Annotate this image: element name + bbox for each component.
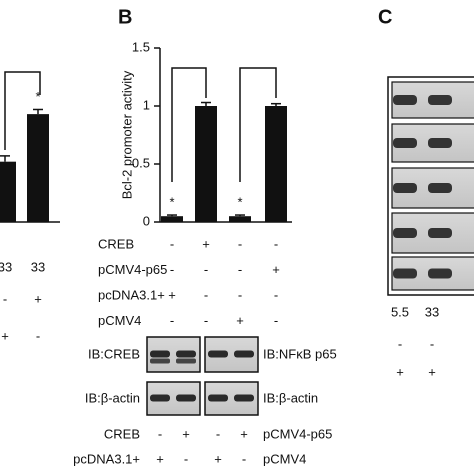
condition-sign: - <box>184 451 188 466</box>
panel-label: B <box>118 6 132 28</box>
y-axis-label: Bcl-2 promoter activity <box>119 70 134 199</box>
band <box>393 138 417 148</box>
condition-sign: + <box>240 426 248 441</box>
band <box>176 358 196 364</box>
condition-sign: - <box>274 236 278 251</box>
condition-sign: + <box>34 291 42 306</box>
y-tick-label: 0 <box>143 213 150 228</box>
condition-sign: + <box>272 262 280 277</box>
bar <box>0 161 16 222</box>
condition-sign: - <box>204 313 208 328</box>
condition-sign: + <box>214 451 222 466</box>
bar <box>195 106 217 222</box>
band <box>428 268 452 279</box>
blot-frame <box>387 76 474 296</box>
condition-sign: + <box>168 287 176 302</box>
condition-sign: - <box>204 262 208 277</box>
lane-value: 33 <box>425 304 439 319</box>
blot-label: IB:β-actin <box>85 390 140 405</box>
band <box>393 228 417 238</box>
condition-sign: - <box>238 262 242 277</box>
condition-sign: + <box>236 313 244 328</box>
condition-sign: - <box>274 313 278 328</box>
panel-label: C <box>378 6 392 28</box>
x-tick-label: 33 <box>31 259 45 274</box>
band <box>393 268 417 279</box>
band <box>208 350 228 358</box>
band <box>208 394 228 402</box>
bar <box>229 216 251 222</box>
condition-name: pCMV4 <box>263 451 306 466</box>
y-tick-label: 1.5 <box>132 39 150 54</box>
condition-sign: - <box>430 336 434 351</box>
bar <box>161 216 183 222</box>
condition-sign: - <box>3 291 7 306</box>
condition-sign: - <box>170 236 174 251</box>
band <box>428 183 452 193</box>
condition-name: pCMV4 <box>98 313 141 328</box>
condition-sign: + <box>202 236 210 251</box>
bar <box>27 114 49 222</box>
condition-sign: - <box>274 287 278 302</box>
band <box>176 394 196 402</box>
condition-sign: - <box>158 426 162 441</box>
band <box>234 394 254 402</box>
blot-layout <box>146 76 474 416</box>
significance-mark: * <box>237 194 242 209</box>
bracket <box>171 67 207 182</box>
band <box>150 350 170 358</box>
blot-label: IB:CREB <box>88 346 140 361</box>
condition-sign: + <box>1 328 9 343</box>
band <box>393 95 417 105</box>
band <box>393 183 417 193</box>
bar <box>265 106 287 222</box>
condition-sign: + <box>396 364 404 379</box>
band <box>428 228 452 238</box>
band <box>176 350 196 358</box>
condition-sign: - <box>242 451 246 466</box>
band <box>428 95 452 105</box>
condition-sign: - <box>36 328 40 343</box>
condition-sign: - <box>170 313 174 328</box>
condition-sign: - <box>238 287 242 302</box>
y-tick-label: 1 <box>143 97 150 112</box>
condition-sign: - <box>238 236 242 251</box>
bracket <box>4 71 41 150</box>
band <box>150 358 170 364</box>
condition-sign: + <box>156 451 164 466</box>
x-tick-label: 33 <box>0 259 12 274</box>
condition-name: pCMV4-p65 <box>263 426 332 441</box>
condition-sign: - <box>170 262 174 277</box>
significance-mark: * <box>169 194 174 209</box>
condition-sign: - <box>216 426 220 441</box>
condition-sign: + <box>182 426 190 441</box>
condition-name: pcDNA3.1+ <box>98 287 165 302</box>
blot-label: IB:NFκB p65 <box>263 346 337 361</box>
condition-sign: - <box>398 336 402 351</box>
band <box>428 138 452 148</box>
bracket <box>239 67 277 182</box>
condition-name: pCMV4-p65 <box>98 262 167 277</box>
blot-label: IB:β-actin <box>263 390 318 405</box>
condition-name: pcDNA3.1+ <box>73 451 140 466</box>
condition-sign: - <box>204 287 208 302</box>
condition-name: CREB <box>98 236 134 251</box>
significance-mark: * <box>35 89 40 104</box>
condition-sign: + <box>428 364 436 379</box>
lane-value: 5.5 <box>391 304 409 319</box>
y-tick-label: 0.5 <box>132 155 150 170</box>
band <box>234 350 254 358</box>
band <box>150 394 170 402</box>
condition-name: CREB <box>104 426 140 441</box>
